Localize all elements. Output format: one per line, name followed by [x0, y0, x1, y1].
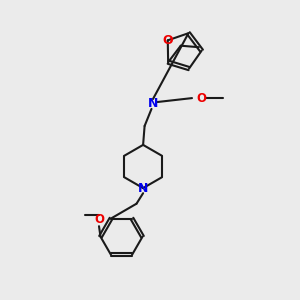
Text: O: O [94, 213, 104, 226]
Text: N: N [148, 97, 158, 110]
Text: O: O [163, 34, 173, 47]
Text: O: O [196, 92, 206, 105]
Text: N: N [138, 182, 148, 195]
